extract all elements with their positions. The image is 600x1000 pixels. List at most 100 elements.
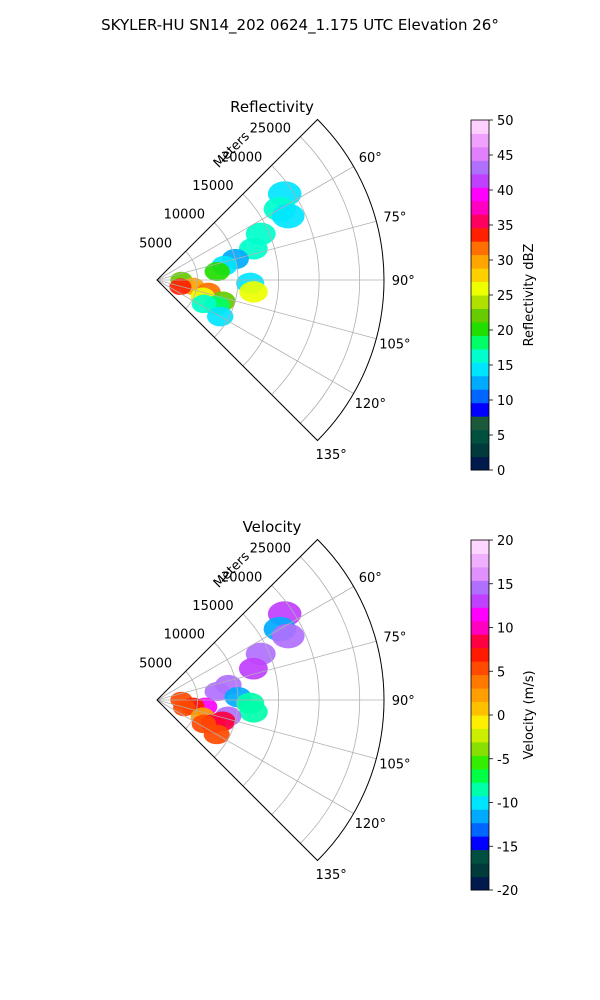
azimuth-tick-label: 60° <box>359 151 382 166</box>
azimuth-gridline <box>156 640 377 701</box>
echo-cell <box>271 623 305 649</box>
azimuth-gridline <box>156 279 377 340</box>
colorbar-segment <box>471 674 489 689</box>
colorbar-segment <box>471 362 489 377</box>
colorbar-label: Reflectivity dBZ <box>522 244 537 347</box>
colorbar-segment <box>471 553 489 568</box>
reflectivity-panel: 60° 75° 90° 105° 120° 135° 5000 10000 15000 20000… <box>139 98 537 479</box>
colorbar-segment <box>471 146 489 161</box>
colorbar-segment <box>471 863 489 878</box>
range-tick-label: 15000 <box>192 179 233 194</box>
colorbar-tick-label: 35 <box>497 219 514 234</box>
colorbar-segment <box>471 416 489 431</box>
colorbar-tick-label: 25 <box>497 289 514 304</box>
colorbar-segment <box>471 295 489 309</box>
echo-cell <box>239 701 268 723</box>
colorbar-segment <box>471 876 489 891</box>
range-tick-label: 25000 <box>250 542 291 557</box>
colorbar-segment <box>471 822 489 837</box>
colorbar-segment <box>471 728 489 743</box>
colorbar-segment <box>471 701 489 716</box>
colorbar-segment <box>471 809 489 824</box>
range-tick-label: 5000 <box>139 236 172 251</box>
velocity-panel: 60° 75° 90° 105° 120° 135° 5000 10000 15000 20000… <box>139 518 537 899</box>
colorbar-segment <box>471 715 489 729</box>
colorbar-tick-label: -15 <box>497 840 518 855</box>
azimuth-tick-label: 60° <box>359 571 382 586</box>
colorbar-segment <box>471 133 489 148</box>
colorbar-segment <box>471 254 489 269</box>
azimuth-tick-label: 90° <box>392 694 415 709</box>
colorbar-tick-label: 5 <box>497 665 505 680</box>
colorbar-segment <box>471 795 489 810</box>
colorbar-tick-label: 15 <box>497 578 514 593</box>
colorbar-segment <box>471 593 489 608</box>
colorbar-segment <box>471 620 489 635</box>
echo-cell <box>271 203 305 229</box>
range-tick-label: 20000 <box>221 150 262 165</box>
colorbar-segment <box>471 241 489 256</box>
colorbar-segment <box>471 456 489 471</box>
colorbar-tick-label: 45 <box>497 149 514 164</box>
colorbar-segment <box>471 214 489 229</box>
colorbar-segment <box>471 348 489 363</box>
colorbar-segment <box>471 634 489 649</box>
colorbar-segment <box>471 688 489 703</box>
range-tick-label: 25000 <box>250 122 291 137</box>
colorbar-segment <box>471 768 489 783</box>
colorbar-segment <box>471 173 489 188</box>
range-tick-label: 10000 <box>164 628 205 643</box>
colorbar-tick-label: -5 <box>497 753 510 768</box>
azimuth-tick-label: 105° <box>379 758 410 773</box>
colorbar-segment <box>471 389 489 404</box>
range-tick-label: 20000 <box>221 570 262 585</box>
colorbar-segment <box>471 335 489 350</box>
echo-cell <box>191 294 217 314</box>
azimuth-tick-label: 120° <box>355 397 386 412</box>
panel-title: Reflectivity <box>230 98 314 116</box>
colorbar-tick-label: 10 <box>497 394 514 409</box>
colorbar-tick-label: 15 <box>497 359 514 374</box>
echo-cell <box>238 657 268 680</box>
colorbar-segment <box>471 120 489 134</box>
azimuth-tick-label: 75° <box>383 210 406 225</box>
azimuth-gridline <box>156 166 354 281</box>
colorbar-segment <box>471 755 489 770</box>
azimuth-gridline <box>156 699 354 814</box>
colorbar-segment <box>471 402 489 417</box>
azimuth-tick-label: 75° <box>383 630 406 645</box>
colorbar-label: Velocity (m/s) <box>522 670 537 759</box>
colorbar-segment <box>471 661 489 676</box>
colorbar-tick-label: -20 <box>497 884 518 899</box>
colorbar-segment <box>471 200 489 215</box>
azimuth-gridline <box>156 699 377 760</box>
range-tick-label: 10000 <box>164 208 205 223</box>
colorbar-tick-label: -10 <box>497 797 518 812</box>
colorbar-segment <box>471 540 489 554</box>
sector-outline <box>156 118 385 442</box>
azimuth-tick-label: 135° <box>315 448 346 463</box>
colorbar-tick-label: 10 <box>497 622 514 637</box>
colorbar-segment <box>471 187 489 202</box>
azimuth-tick-label: 105° <box>379 338 410 353</box>
colorbar-tick-label: 40 <box>497 184 514 199</box>
colorbar-segment <box>471 782 489 797</box>
colorbar-segment <box>471 227 489 242</box>
colorbar-segment <box>471 160 489 175</box>
colorbar-tick-label: 0 <box>497 709 505 724</box>
azimuth-tick-label: 135° <box>315 868 346 883</box>
echo-cell <box>239 281 268 303</box>
colorbar-segment <box>471 580 489 595</box>
colorbar-segment <box>471 321 489 336</box>
colorbar-tick-label: 20 <box>497 534 514 549</box>
echo-cell <box>204 262 230 282</box>
figure-title: SKYLER-HU SN14_202 0624_1.175 UTC Elevat… <box>101 16 499 34</box>
azimuth-gridline <box>156 586 354 701</box>
colorbar-tick-label: 20 <box>497 324 514 339</box>
colorbar-segment <box>471 849 489 864</box>
colorbar-segment <box>471 741 489 756</box>
panel-title: Velocity <box>243 518 302 536</box>
colorbar-tick-label: 0 <box>497 464 505 479</box>
colorbar-segment <box>471 375 489 390</box>
